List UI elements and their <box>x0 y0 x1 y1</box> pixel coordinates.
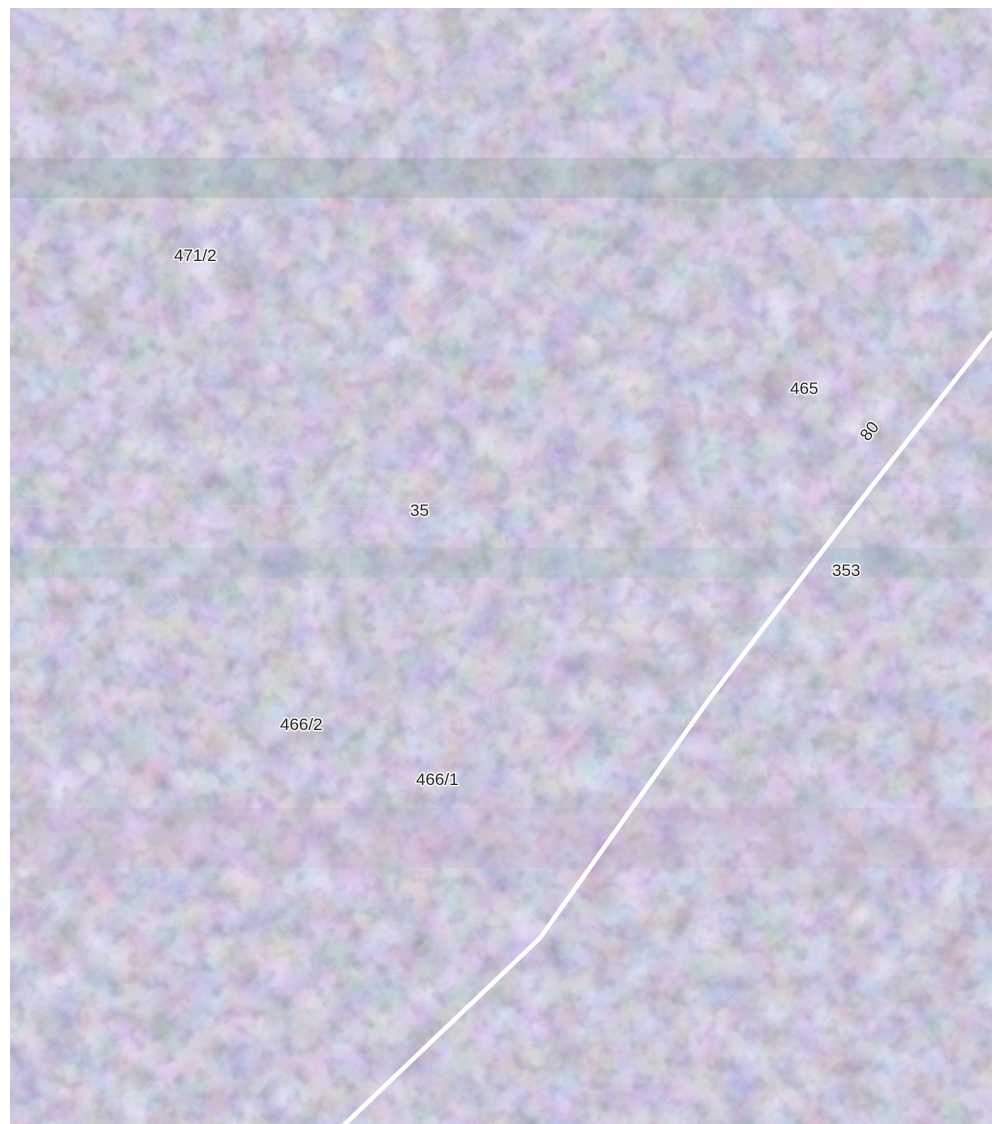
parcel-boundary-line <box>769 17 831 79</box>
parcel-boundary-line <box>439 207 571 309</box>
parcel-boundaries <box>10 17 992 649</box>
parcel-label-471-2: 471/2 <box>174 246 217 265</box>
parcel-label-465: 465 <box>790 379 818 398</box>
parcel-label-466-2: 466/2 <box>280 715 323 734</box>
canopy-highlights <box>10 8 992 1124</box>
aerial-map[interactable]: 80 471/2 465 35 353 466/2 466/1 <box>10 8 992 1124</box>
scan-banding <box>10 158 992 868</box>
road-line[interactable] <box>342 330 992 1124</box>
parcel-label-353: 353 <box>832 561 860 580</box>
parcel-boundary-line <box>709 392 791 449</box>
parcel-label-466-1: 466/1 <box>416 770 459 789</box>
parcel-boundary-line <box>149 567 211 649</box>
parcel-label-35: 35 <box>410 501 429 520</box>
parcel-boundary-line <box>769 237 911 349</box>
